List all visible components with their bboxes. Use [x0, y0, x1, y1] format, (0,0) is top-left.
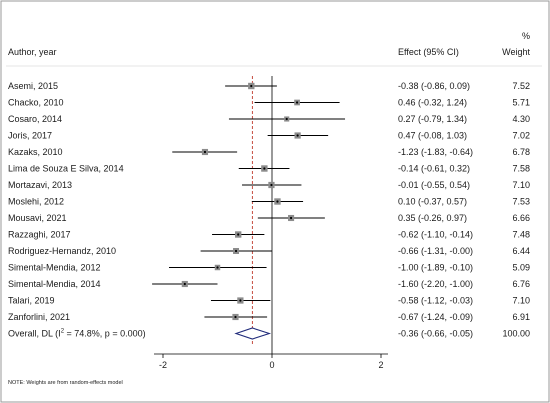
overall-effect-ci-value: -0.36 (-0.66, -0.05) — [398, 329, 473, 339]
study-label: Lima de Souza E Silva, 2014 — [8, 164, 124, 174]
x-axis-ticks: -2 0 2 — [159, 354, 384, 370]
study-label: Joris, 2017 — [8, 131, 52, 141]
point-estimate — [295, 101, 299, 104]
overall-label: Overall, DL (I2 = 74.8%, p = 0.000) — [8, 329, 146, 339]
weight-value: 5.71 — [512, 98, 530, 108]
effect-column-header: Effect (95% CI) — [398, 47, 459, 57]
study-label: Simental-Mendia, 2012 — [8, 263, 101, 273]
study-row: Rodriguez-Hernandz, 2010 -0.66 (-1.31, -0… — [8, 246, 530, 256]
study-row: Razzaghi, 2017 -0.62 (-1.10, -0.14) 7.48 — [8, 230, 530, 240]
weight-value: 7.53 — [512, 197, 530, 207]
effect-ci-value: -0.62 (-1.10, -0.14) — [398, 230, 473, 240]
effect-ci-value: -0.01 (-0.55, 0.54) — [398, 180, 470, 190]
x-tick-label: -2 — [159, 360, 167, 370]
overall-diamond — [234, 327, 272, 340]
effect-ci-value: -0.58 (-1.12, -0.03) — [398, 296, 473, 306]
point-estimate — [285, 117, 288, 121]
effect-ci-value: 0.47 (-0.08, 1.03) — [398, 131, 467, 141]
weight-value: 4.30 — [512, 114, 530, 124]
weight-value: 7.52 — [512, 81, 530, 91]
study-row: Kazaks, 2010 -1.23 (-1.83, -0.64) 6.78 — [8, 147, 530, 157]
point-estimate — [276, 200, 279, 203]
weight-value: 7.10 — [512, 180, 530, 190]
study-label: Talari, 2019 — [8, 296, 55, 306]
study-row: Mousavi, 2021 0.35 (-0.26, 0.97) 6.66 — [8, 213, 530, 223]
weight-value: 7.02 — [512, 131, 530, 141]
weight-unit-header: % — [522, 31, 530, 41]
weight-value: 7.10 — [512, 296, 530, 306]
study-label: Simental-Mendia, 2014 — [8, 279, 101, 289]
overall-label-prefix: Overall, DL (I — [8, 329, 61, 339]
study-column-header: Author, year — [8, 47, 57, 57]
weight-column-header: Weight — [502, 47, 530, 57]
study-label: Razzaghi, 2017 — [8, 230, 71, 240]
study-label: Zanforlini, 2021 — [8, 312, 70, 322]
effect-ci-value: 0.46 (-0.32, 1.24) — [398, 98, 467, 108]
overall-row: Overall, DL (I2 = 74.8%, p = 0.000) -0.36… — [8, 327, 530, 340]
footnote: NOTE: Weights are from random-effects mo… — [8, 380, 123, 386]
point-estimate — [296, 134, 299, 137]
point-estimate — [270, 183, 273, 187]
effect-ci-value: -0.66 (-1.31, -0.00) — [398, 246, 473, 256]
point-estimate — [250, 84, 253, 88]
study-label: Kazaks, 2010 — [8, 147, 63, 157]
x-tick-label: 0 — [269, 360, 274, 370]
point-estimate — [183, 282, 186, 286]
effect-ci-value: -1.23 (-1.83, -0.64) — [398, 147, 473, 157]
weight-value: 6.91 — [512, 312, 530, 322]
x-tick-label: 2 — [378, 360, 383, 370]
study-label: Mousavi, 2021 — [8, 213, 67, 223]
point-estimate — [263, 167, 266, 170]
study-row: Talari, 2019 -0.58 (-1.12, -0.03) 7.10 — [8, 296, 530, 306]
study-row: Simental-Mendia, 2012 -1.00 (-1.89, -0.10… — [8, 263, 530, 273]
weight-value: 6.76 — [512, 279, 530, 289]
point-estimate — [239, 299, 242, 302]
study-label: Rodriguez-Hernandz, 2010 — [8, 246, 116, 256]
study-row: Asemi, 2015 -0.38 (-0.86, 0.09) 7.52 — [8, 81, 530, 91]
effect-ci-value: 0.35 (-0.26, 0.97) — [398, 213, 467, 223]
study-row: Mortazavi, 2013 -0.01 (-0.55, 0.54) 7.10 — [8, 180, 530, 190]
study-label: Cosaro, 2014 — [8, 114, 62, 124]
overall-label-suffix: = 74.8%, p = 0.000) — [64, 329, 146, 339]
effect-ci-value: -1.00 (-1.89, -0.10) — [398, 263, 473, 273]
effect-ci-value: -1.60 (-2.20, -1.00) — [398, 279, 473, 289]
study-row: Zanforlini, 2021 -0.67 (-1.24, -0.09) 6.91 — [8, 312, 530, 322]
effect-ci-value: -0.14 (-0.61, 0.32) — [398, 164, 470, 174]
weight-value: 6.78 — [512, 147, 530, 157]
effect-ci-value: -0.38 (-0.86, 0.09) — [398, 81, 470, 91]
point-estimate — [203, 150, 207, 154]
study-row: Lima de Souza E Silva, 2014 -0.14 (-0.61,… — [8, 164, 530, 174]
weight-value: 6.66 — [512, 213, 530, 223]
study-row: Joris, 2017 0.47 (-0.08, 1.03) 7.02 — [8, 131, 530, 141]
study-label: Mortazavi, 2013 — [8, 180, 72, 190]
overall-label-superscript: 2 — [61, 329, 65, 335]
point-estimate — [237, 233, 240, 236]
study-row: Moslehi, 2012 0.10 (-0.37, 0.57) 7.53 — [8, 197, 530, 207]
weight-value: 5.09 — [512, 263, 530, 273]
study-row: Simental-Mendia, 2014 -1.60 (-2.20, -1.00… — [8, 279, 530, 289]
study-row: Chacko, 2010 0.46 (-0.32, 1.24) 5.71 — [8, 98, 530, 108]
study-label: Asemi, 2015 — [8, 81, 58, 91]
point-estimate — [289, 216, 293, 220]
study-row: Cosaro, 2014 0.27 (-0.79, 1.34) 4.30 — [8, 114, 530, 124]
study-label: Chacko, 2010 — [8, 98, 64, 108]
effect-ci-value: 0.27 (-0.79, 1.34) — [398, 114, 467, 124]
point-estimate — [234, 315, 237, 319]
weight-value: 6.44 — [512, 246, 530, 256]
overall-weight-value: 100.00 — [502, 329, 530, 339]
weight-value: 7.58 — [512, 164, 530, 174]
effect-ci-value: -0.67 (-1.24, -0.09) — [398, 312, 473, 322]
study-label: Moslehi, 2012 — [8, 197, 64, 207]
point-estimate — [216, 266, 219, 269]
study-rows: Asemi, 2015 -0.38 (-0.86, 0.09) 7.52 Chacko… — [8, 76, 530, 354]
point-estimate — [234, 249, 238, 253]
effect-ci-value: 0.10 (-0.37, 0.57) — [398, 197, 467, 207]
weight-value: 7.48 — [512, 230, 530, 240]
